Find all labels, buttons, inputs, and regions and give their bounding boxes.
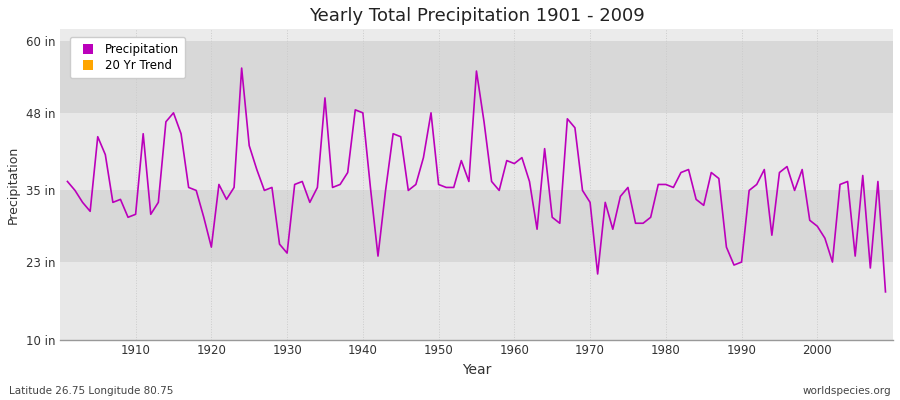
Bar	[60, 41, 893, 113]
Legend: Precipitation, 20 Yr Trend: Precipitation, 20 Yr Trend	[70, 37, 185, 78]
Bar	[60, 113, 893, 190]
Bar	[60, 262, 893, 340]
Bar	[60, 190, 893, 262]
Text: worldspecies.org: worldspecies.org	[803, 386, 891, 396]
X-axis label: Year: Year	[462, 363, 491, 377]
Title: Yearly Total Precipitation 1901 - 2009: Yearly Total Precipitation 1901 - 2009	[309, 7, 644, 25]
Y-axis label: Precipitation: Precipitation	[7, 145, 20, 224]
Text: Latitude 26.75 Longitude 80.75: Latitude 26.75 Longitude 80.75	[9, 386, 174, 396]
